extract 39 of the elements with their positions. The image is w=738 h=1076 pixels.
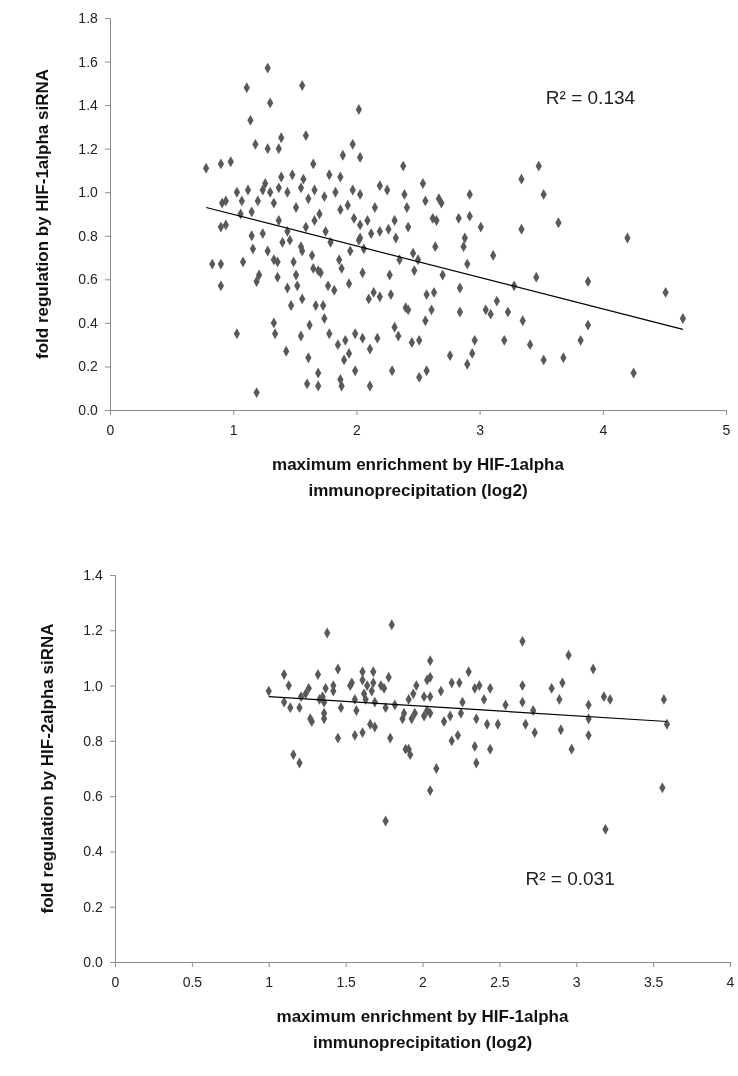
- y-tick-label: 0.8: [78, 227, 99, 244]
- x-tick-label: 1.5: [336, 973, 357, 990]
- annotation: R² = 0.134: [545, 87, 636, 109]
- x-tick-label: 1: [229, 421, 238, 438]
- y-tick-label: 0.4: [83, 843, 104, 860]
- y-tick-label: 1.2: [83, 622, 104, 639]
- x-tick-label: 5: [722, 421, 731, 438]
- x-tick-label: 0: [111, 973, 120, 990]
- y-tick-label: 0.4: [78, 314, 99, 331]
- y-tick-label: 1.4: [83, 566, 104, 583]
- y-axis-title: fold regulation by HIF-2alpha siRNA: [38, 623, 57, 914]
- x-tick-label: 0: [106, 421, 115, 438]
- y-tick-label: 0.8: [83, 732, 104, 749]
- y-tick-label: 0.6: [78, 271, 99, 288]
- y-tick-label: 0.0: [83, 953, 104, 970]
- x-tick-label: 2.5: [490, 973, 510, 990]
- x-tick-label: 4: [726, 973, 735, 990]
- x-axis-title: maximum enrichment by HIF-1alpha immunoprecipitation (log2): [272, 455, 565, 500]
- y-tick-label: 1.8: [78, 9, 99, 26]
- y-tick-label: 1.6: [78, 53, 99, 70]
- x-tick-label: 2: [353, 421, 361, 438]
- y-tick-label: 0.2: [83, 898, 104, 915]
- x-tick-label: 3.5: [643, 973, 664, 990]
- y-tick-label: 1.0: [78, 184, 99, 201]
- y-tick-label: 0.2: [78, 358, 99, 375]
- x-tick-label: 1: [265, 973, 274, 990]
- y-tick-label: 1.2: [78, 140, 99, 157]
- y-tick-label: 0.6: [83, 788, 104, 805]
- x-tick-label: 0.5: [182, 973, 203, 990]
- y-tick-label: 1.0: [83, 677, 104, 694]
- x-tick-label: 4: [599, 421, 608, 438]
- x-tick-label: 3: [572, 973, 581, 990]
- y-tick-label: 0.0: [78, 401, 99, 418]
- y-tick-label: 1.4: [78, 97, 99, 114]
- y-axis-title: fold regulation by HIF-1alpha siRNA: [33, 69, 52, 359]
- x-axis-title: maximum enrichment by HIF-1alpha immunoprecipitation (log2): [276, 1007, 569, 1052]
- x-tick-label: 2: [419, 973, 428, 990]
- annotation: R² = 0.031: [525, 867, 615, 889]
- x-tick-label: 3: [476, 421, 485, 438]
